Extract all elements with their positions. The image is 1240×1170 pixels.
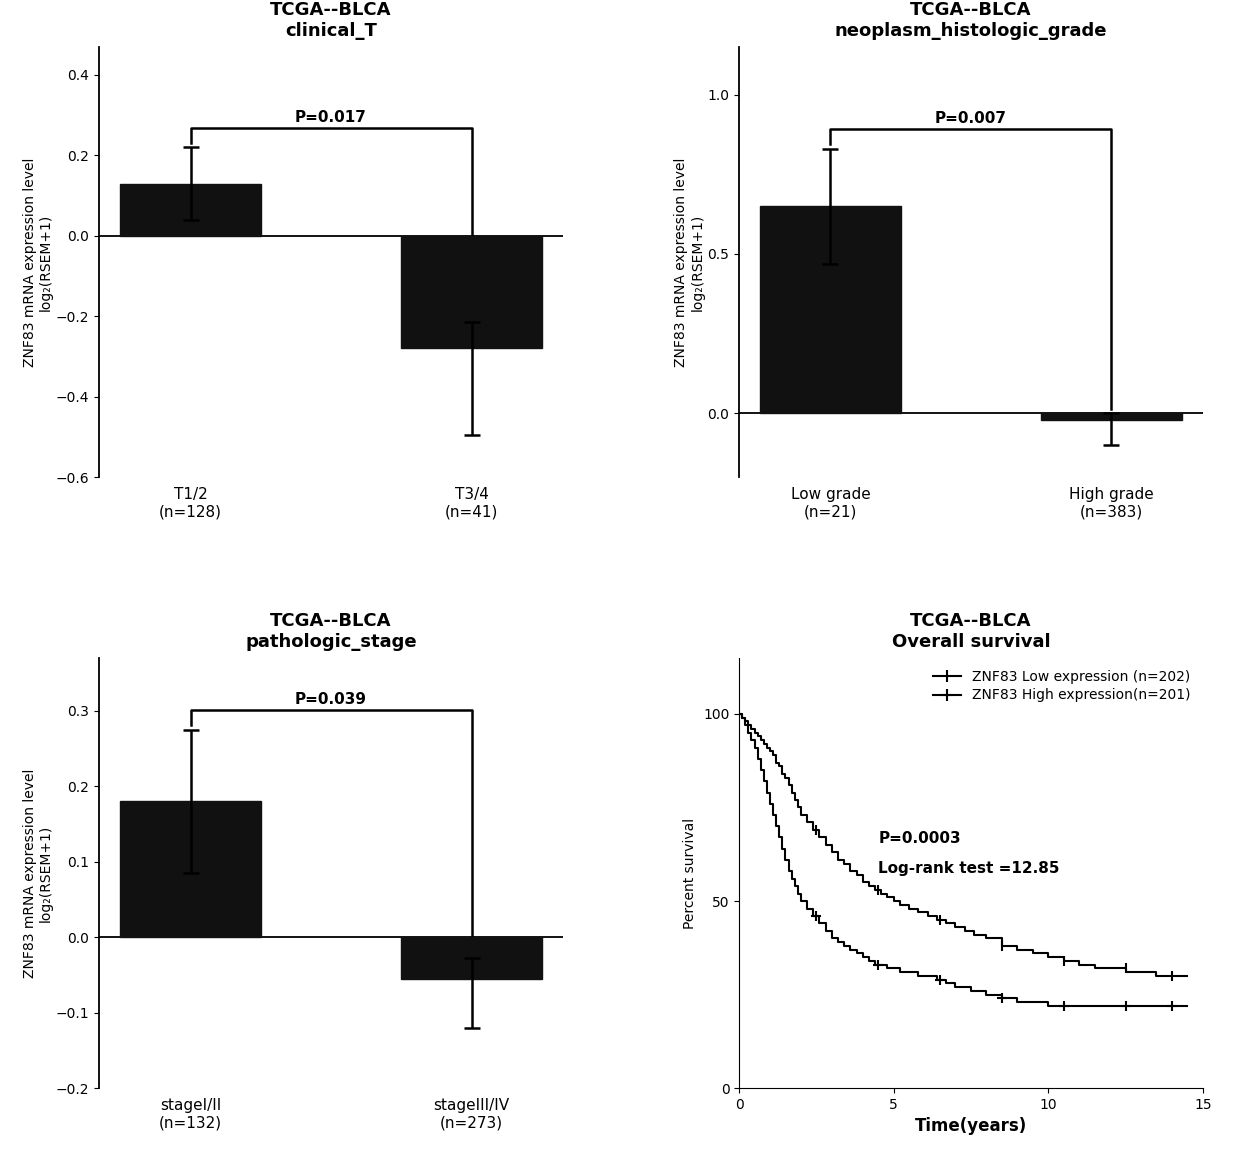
Bar — [120, 801, 260, 937]
Title: TCGA--BLCA
clinical_T: TCGA--BLCA clinical_T — [270, 1, 392, 40]
Bar — [120, 184, 260, 236]
Y-axis label: ZNF83 mRNA expression level
log₂(RSEM+1): ZNF83 mRNA expression level log₂(RSEM+1) — [675, 157, 704, 366]
Text: P=0.0003: P=0.0003 — [878, 831, 961, 846]
Title: TCGA--BLCA
neoplasm_histologic_grade: TCGA--BLCA neoplasm_histologic_grade — [835, 1, 1107, 40]
Y-axis label: ZNF83 mRNA expression level
log₂(RSEM+1): ZNF83 mRNA expression level log₂(RSEM+1) — [22, 769, 53, 978]
Text: P=0.017: P=0.017 — [295, 110, 367, 124]
Y-axis label: Percent survival: Percent survival — [683, 818, 697, 929]
Bar — [402, 236, 542, 349]
Bar — [760, 206, 900, 413]
Text: P=0.039: P=0.039 — [295, 691, 367, 707]
X-axis label: Time(years): Time(years) — [915, 1117, 1027, 1135]
Title: TCGA--BLCA
pathologic_stage: TCGA--BLCA pathologic_stage — [246, 612, 417, 651]
Text: P=0.007: P=0.007 — [935, 111, 1007, 126]
Y-axis label: ZNF83 mRNA expression level
log₂(RSEM+1): ZNF83 mRNA expression level log₂(RSEM+1) — [22, 157, 53, 366]
Bar — [402, 937, 542, 978]
Legend: ZNF83 Low expression (n=202), ZNF83 High expression(n=201): ZNF83 Low expression (n=202), ZNF83 High… — [928, 665, 1195, 708]
Title: TCGA--BLCA
Overall survival: TCGA--BLCA Overall survival — [892, 612, 1050, 651]
Text: Log-rank test =12.85: Log-rank test =12.85 — [878, 861, 1060, 876]
Bar — [1042, 413, 1182, 420]
